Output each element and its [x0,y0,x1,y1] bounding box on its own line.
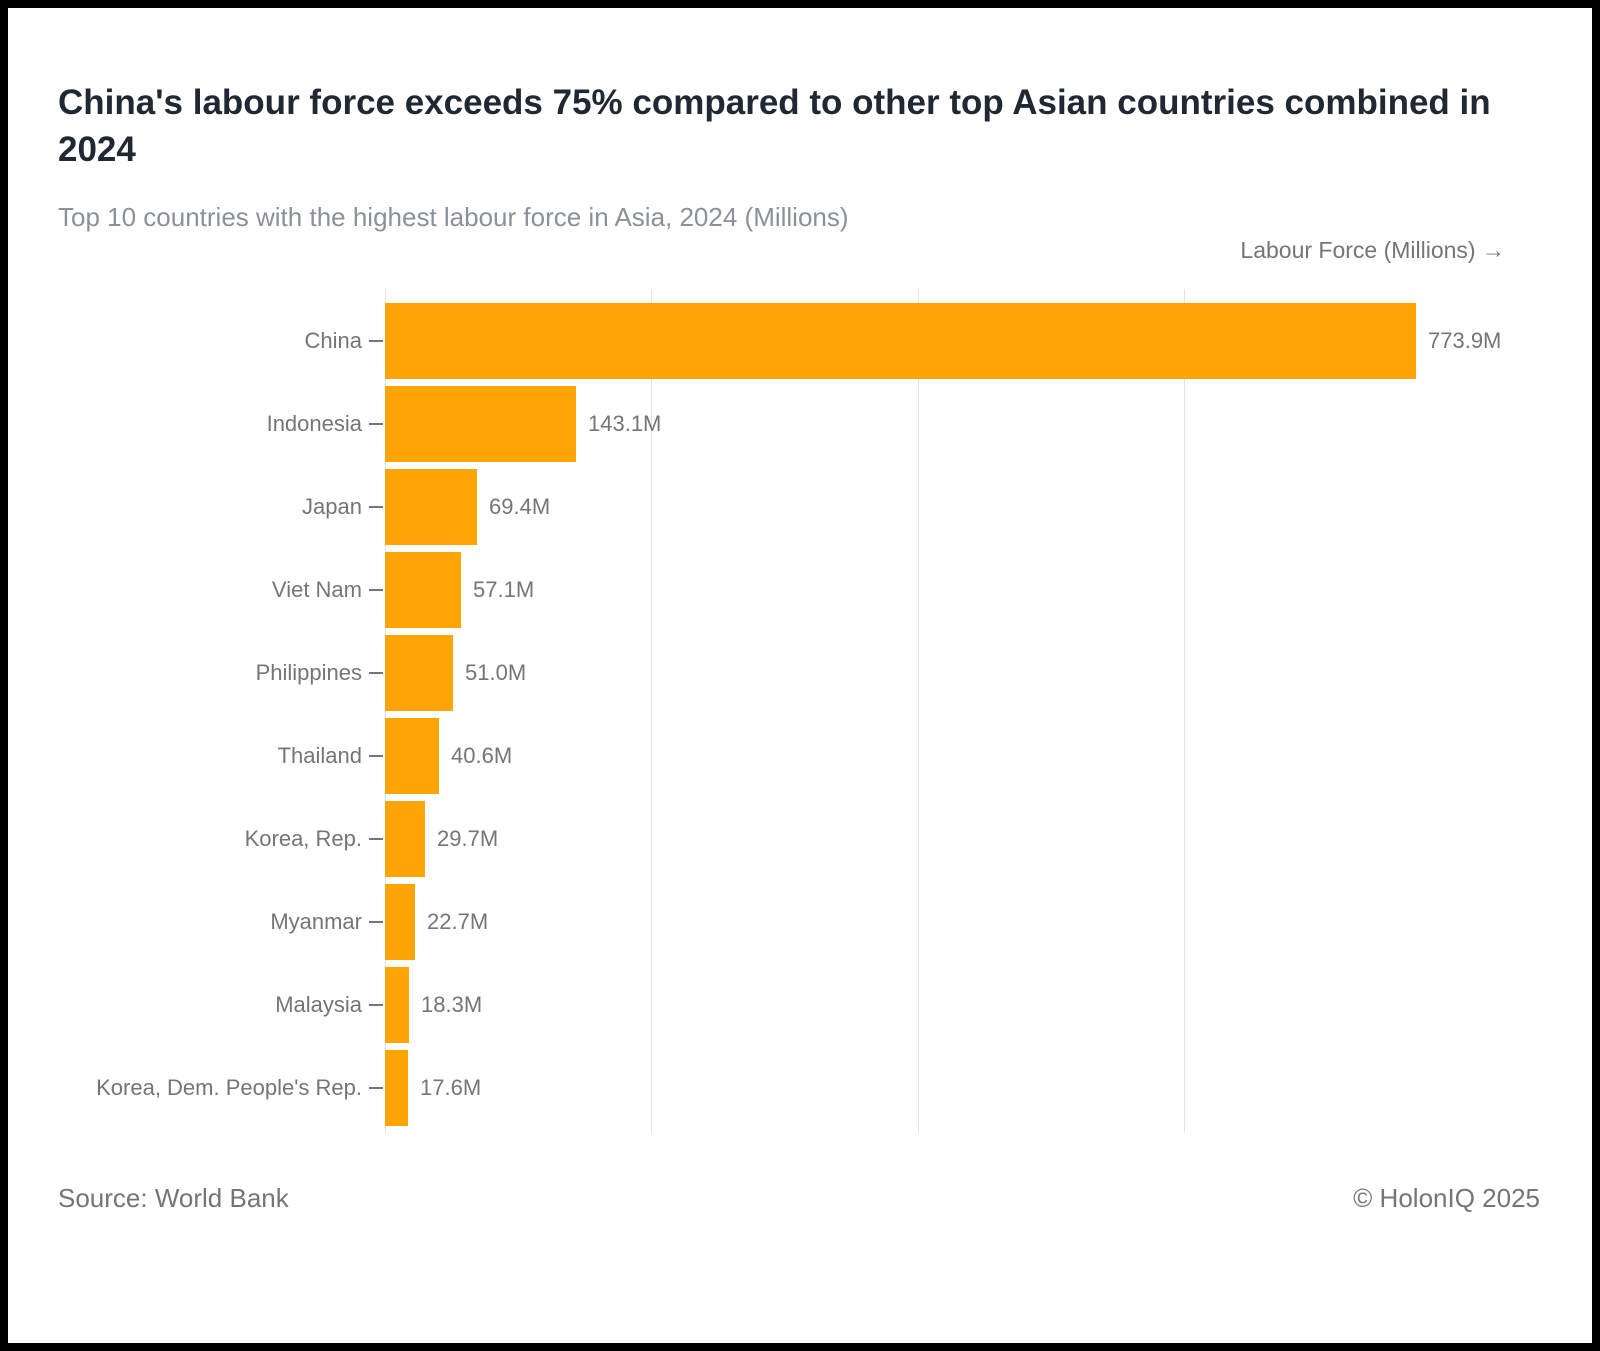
bar [385,718,439,794]
category-label: China [304,328,362,353]
bar [385,967,409,1043]
x-axis-title: Labour Force (Millions) → [1240,237,1505,263]
category-label: Korea, Dem. People's Rep. [96,1075,362,1100]
axis-tick-mark [369,1004,383,1006]
source-note: Source: World Bank [58,1183,289,1213]
category-label: Japan [302,494,362,519]
bar [385,884,415,960]
axis-tick-mark [369,672,383,674]
value-label: 69.4M [489,494,551,519]
gridline [385,289,386,1133]
category-label: Philippines [255,660,362,685]
axis-tick-mark [369,589,383,591]
value-label: 57.1M [473,577,535,602]
gridline [651,289,652,1133]
value-label: 18.3M [421,992,483,1017]
value-label: 17.6M [420,1075,482,1100]
chart-title: China's labour force exceeds 75% compare… [58,83,1491,170]
bar-chart: China 773.9M Indonesia 143.1M Japan 69.4M Viet… [0,289,1600,1133]
gridline [1184,289,1185,1133]
plot-area [385,289,1505,1133]
axis-tick-mark [369,838,383,840]
axis-tick-mark [369,506,383,508]
copyright-note: © HolonIQ 2025 [1353,1183,1540,1213]
value-label: 143.1M [588,411,662,436]
axis-tick-mark [369,755,383,757]
category-label: Myanmar [270,909,362,934]
axis-tick-mark [369,921,383,923]
bar [385,1050,408,1126]
value-label: 773.9M [1428,328,1502,353]
value-label: 29.7M [437,826,499,851]
bar [385,552,461,628]
axis-tick-mark [369,423,383,425]
category-label: Malaysia [275,992,362,1017]
value-label: 22.7M [427,909,489,934]
bar [385,801,425,877]
chart-subtitle: Top 10 countries with the highest labour… [58,202,849,232]
bar [385,469,477,545]
category-label: Indonesia [266,411,362,436]
value-label: 51.0M [465,660,527,685]
axis-tick-mark [369,340,383,342]
bar [385,635,453,711]
value-label: 40.6M [451,743,513,768]
category-label: Korea, Rep. [244,826,362,851]
category-label: Viet Nam [271,577,362,602]
bar [385,303,1416,379]
axis-tick-mark [369,1087,383,1089]
gridline [918,289,919,1133]
bar [385,386,576,462]
category-label: Thailand [277,743,362,768]
